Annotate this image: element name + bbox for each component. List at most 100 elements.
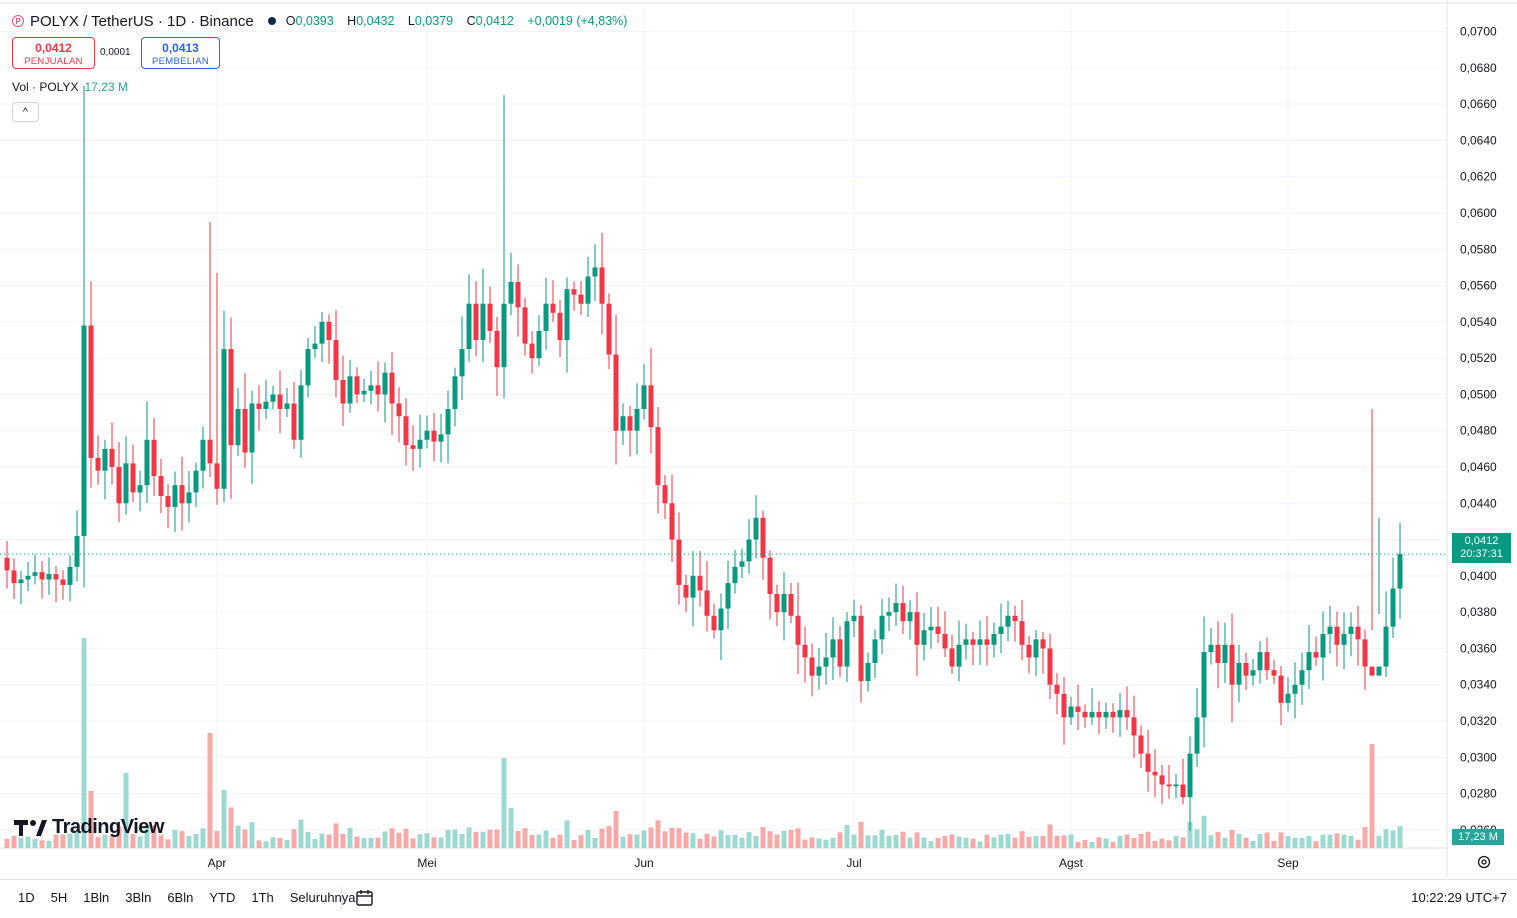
volume-bar (970, 838, 976, 848)
volume-bar (1236, 833, 1242, 848)
volume-bar (739, 838, 745, 848)
candle-body (116, 467, 122, 504)
volume-bar (515, 831, 521, 848)
y-tick-label: 0,0640 (1460, 133, 1497, 147)
volume-bar (480, 831, 486, 848)
volume-bar (1033, 836, 1039, 848)
go-to-date-calendar-icon[interactable] (355, 888, 375, 908)
volume-bar (1040, 836, 1046, 848)
buy-price: 0,0413 (162, 41, 199, 55)
candle-body (1306, 652, 1312, 671)
range-6m[interactable]: 6Bln (167, 890, 194, 905)
volume-bar (172, 829, 178, 848)
candle-body (760, 517, 766, 558)
range-1d[interactable]: 1D (18, 890, 35, 905)
volume-bar (662, 831, 668, 848)
volume-bar (760, 827, 766, 848)
volume-bar (1334, 833, 1340, 848)
range-5d[interactable]: 5H (50, 890, 68, 905)
candle-body (557, 312, 563, 341)
market-status-icon[interactable] (267, 17, 276, 25)
collapse-chevron-up-icon[interactable]: ^ (12, 102, 39, 122)
candle-body (704, 590, 710, 616)
tradingview-logo[interactable]: TradingView (14, 816, 164, 839)
volume-bar (809, 837, 815, 848)
buy-button[interactable]: 0,0413 PEMBELIAN (141, 37, 220, 69)
candle-body (564, 289, 570, 341)
volume-bar (102, 834, 108, 848)
volume-bar (1117, 836, 1123, 848)
volume-bar (1390, 830, 1396, 848)
candle-body (1138, 735, 1144, 754)
candle-body (1096, 711, 1102, 718)
x-tick-label: Jun (634, 856, 653, 870)
volume-bar (151, 825, 157, 848)
volume-bar (130, 834, 136, 848)
candle-body (424, 430, 430, 440)
candle-body (977, 639, 983, 645)
volume-bar (1397, 826, 1403, 848)
candle-body (88, 325, 94, 458)
volume-bar (291, 829, 297, 848)
change-value: +0,0019 (+4,83%) (527, 14, 628, 28)
volume-bar (907, 837, 913, 848)
volume-bar (81, 638, 87, 848)
ohlc-values: O0,0393 H0,0432 L0,0379 C0,0412 +0,0019 … (286, 14, 633, 28)
volume-bar (263, 841, 269, 848)
candle-body (914, 612, 920, 645)
volume-bar (522, 828, 528, 848)
candle-body (753, 517, 759, 540)
candle-body (389, 372, 395, 404)
candle-body (1271, 670, 1277, 676)
settings-gear-icon[interactable] (1476, 854, 1492, 870)
candle-body (1054, 684, 1060, 694)
candle-body (1026, 644, 1032, 658)
candle-body (1075, 706, 1081, 712)
candle-body (1313, 652, 1319, 658)
x-tick-label: Agst (1059, 856, 1084, 870)
y-tick-label: 0,0320 (1460, 714, 1497, 728)
range-all[interactable]: Seluruhnya (289, 890, 356, 905)
volume-bar (1082, 839, 1088, 848)
volume-bar (109, 836, 115, 848)
sell-button[interactable]: 0,0412 PENJUALAN (12, 37, 95, 69)
volume-bar (1320, 834, 1326, 848)
x-tick-label: Sep (1277, 856, 1299, 870)
candle-body (74, 535, 80, 567)
candle-body (403, 416, 409, 446)
volume-legend[interactable]: Vol · POLYX 17,23 M (12, 80, 128, 94)
symbol-title[interactable]: POLYX / TetherUS · 1D · Binance (30, 12, 254, 30)
volume-bar (1110, 841, 1116, 848)
candle-body (550, 303, 556, 313)
candle-body (998, 626, 1004, 634)
candle-body (1341, 633, 1347, 645)
candle-body (851, 615, 857, 622)
range-ytd[interactable]: YTD (209, 890, 236, 905)
volume-bar (683, 832, 689, 848)
utc-clock[interactable]: 10:22:29 UTC+7 (1411, 890, 1507, 905)
volume-bar (641, 830, 647, 848)
volume-bar (319, 833, 325, 848)
volume-bar (1068, 834, 1074, 848)
range-1m[interactable]: 1Bln (83, 890, 110, 905)
candle-body (207, 439, 213, 464)
candle-body (130, 463, 136, 493)
sell-label: PENJUALAN (24, 56, 83, 67)
volume-bar (704, 833, 710, 848)
range-3m[interactable]: 3Bln (125, 890, 152, 905)
candle-body (396, 403, 402, 417)
x-tick-label: Mei (417, 856, 436, 870)
toolbar-divider (341, 887, 342, 909)
candle-body (795, 615, 801, 645)
volume-bar (74, 832, 80, 848)
candle-body (970, 639, 976, 645)
volume-legend-value: 17,23 M (84, 80, 128, 94)
volume-bar (228, 807, 234, 848)
volume-bar (1215, 832, 1221, 848)
y-tick-label: 0,0700 (1460, 25, 1497, 39)
range-1y[interactable]: 1Th (251, 890, 274, 905)
volume-bar (788, 830, 794, 848)
candle-body (305, 349, 311, 386)
volume-bar (564, 820, 570, 848)
